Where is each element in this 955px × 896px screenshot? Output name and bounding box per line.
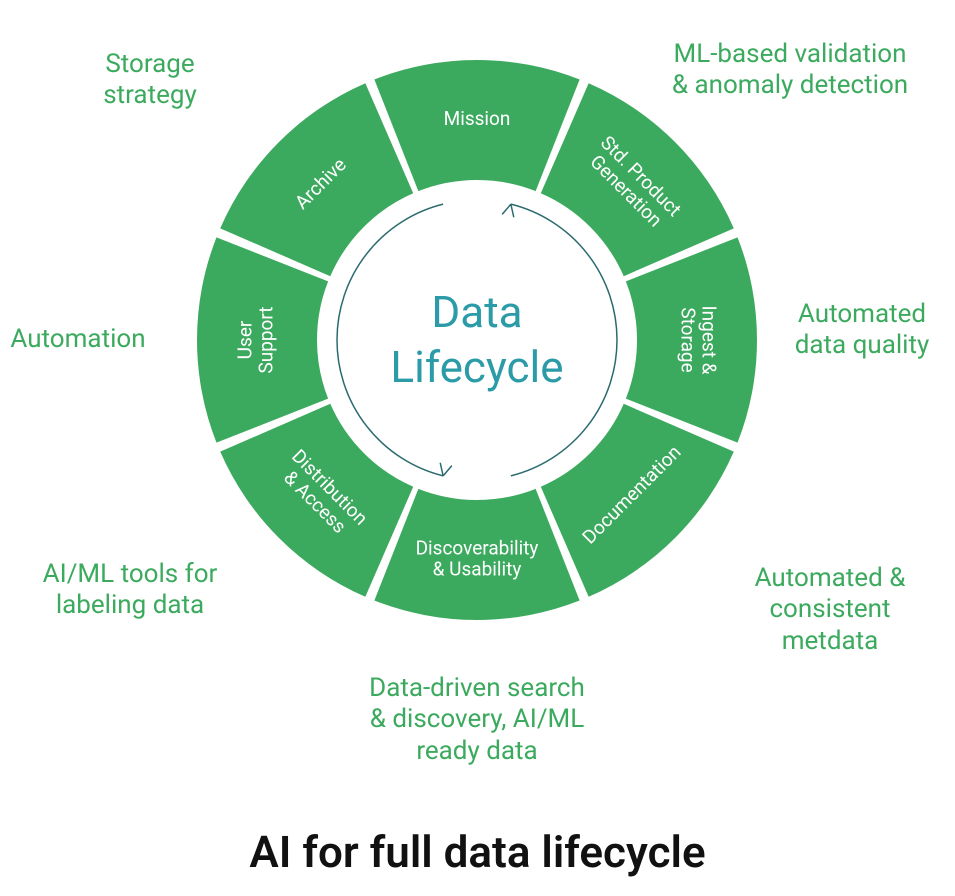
- ring-segment-label-4: Discoverability& Usability: [416, 537, 539, 581]
- svg-text:Ingest &: Ingest &: [697, 306, 720, 375]
- callout-6: Storagestrategy: [70, 49, 230, 111]
- callout-3: Data-driven search& discovery, AI/MLread…: [317, 673, 637, 767]
- callout-1: Automateddata quality: [762, 299, 955, 361]
- callout-2: Automated &consistentmetdata: [720, 563, 940, 657]
- center-title-line2: Lifecycle: [327, 340, 627, 395]
- diagram-stage: MissionStd. ProductGenerationIngest &Sto…: [0, 0, 955, 896]
- ring-segment-label-0: Mission: [444, 107, 511, 130]
- inner-arrowhead-bottom: [440, 463, 452, 476]
- svg-text:Storage: Storage: [677, 307, 700, 372]
- svg-text:Support: Support: [254, 306, 277, 373]
- svg-text:Mission: Mission: [444, 107, 511, 130]
- center-title-line1: Data: [327, 285, 627, 340]
- svg-text:User: User: [234, 320, 257, 359]
- ring-segment-label-2: Ingest &Storage: [677, 306, 721, 375]
- bottom-title: AI for full data lifecycle: [0, 826, 955, 878]
- svg-text:Discoverability: Discoverability: [416, 537, 539, 560]
- callout-0: ML-based validation& anomaly detection: [630, 39, 950, 101]
- center-title: Data Lifecycle: [327, 285, 627, 395]
- inner-arrowhead-top: [502, 204, 514, 217]
- callout-5: Automation: [0, 324, 163, 355]
- svg-text:& Usability: & Usability: [433, 557, 522, 580]
- callout-4: AI/ML tools forlabeling data: [5, 559, 255, 621]
